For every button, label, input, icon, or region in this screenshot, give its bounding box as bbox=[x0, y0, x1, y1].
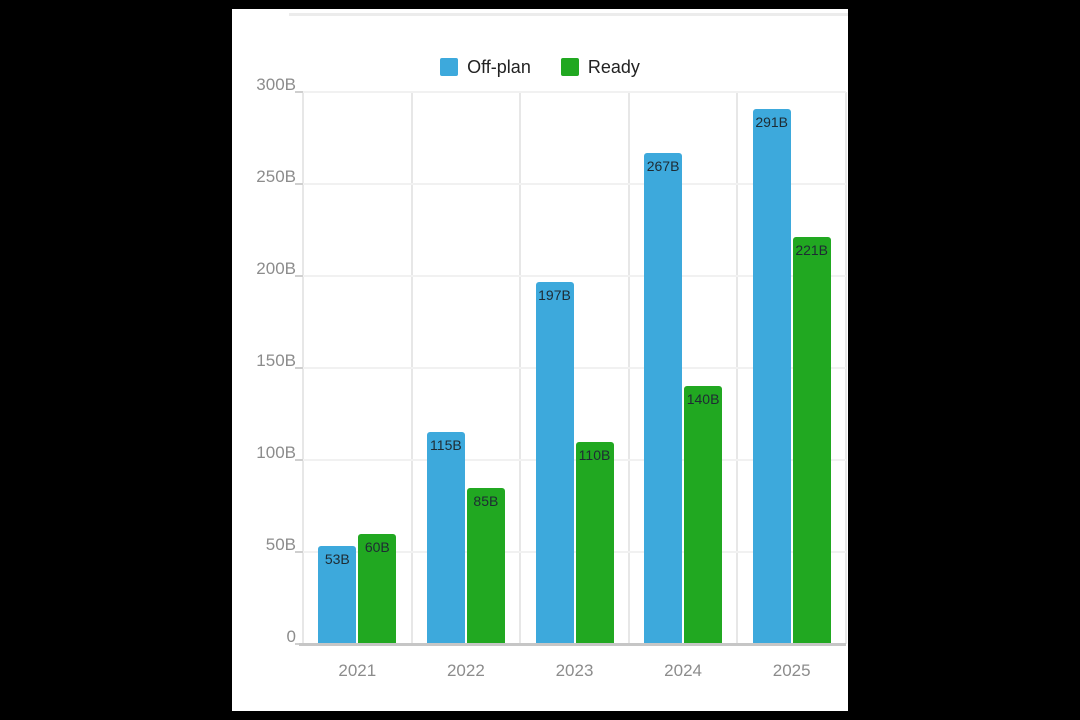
vertical-gridline bbox=[845, 92, 847, 644]
bar-value-label: 197B bbox=[538, 286, 571, 303]
y-axis-tick-label: 100B bbox=[256, 443, 296, 462]
x-axis-tick-label: 2024 bbox=[664, 661, 702, 680]
y-axis-tick-label: 200B bbox=[256, 259, 296, 278]
bar-ready-2021 bbox=[358, 533, 397, 644]
x-axis-tick-label: 2022 bbox=[446, 661, 485, 680]
bar-offplan-2024 bbox=[644, 152, 683, 644]
plot-area: 53B 60B 115B 85B 197B 110B 267B 140B 291B 221B bbox=[299, 91, 847, 646]
horizontal-gridline bbox=[303, 367, 846, 369]
bar-ready-2025 bbox=[792, 237, 831, 644]
bar-value-label: 140B bbox=[686, 391, 720, 408]
bar-value-label: 267B bbox=[646, 157, 680, 174]
legend-item-ready[interactable]: Ready bbox=[560, 57, 640, 77]
legend-swatch-ready-icon bbox=[560, 58, 579, 76]
horizontal-gridline bbox=[303, 275, 846, 277]
y-axis-tick-label: 300B bbox=[256, 75, 296, 94]
top-divider bbox=[289, 13, 848, 16]
y-axis-tick-label: 0 bbox=[286, 627, 296, 646]
bar-offplan-2025 bbox=[752, 108, 791, 644]
bar-ready-2024 bbox=[684, 386, 723, 644]
bar-value-label: 110B bbox=[578, 446, 611, 463]
chart-card: Off-plan Ready 53B 60B 115B 85B 197B 110B 267B… bbox=[232, 9, 848, 711]
bar-value-label: 60B bbox=[364, 538, 390, 555]
bar-value-label: 115B bbox=[430, 437, 462, 454]
y-axis-tick-label: 150B bbox=[256, 351, 296, 370]
bar-ready-2022 bbox=[466, 487, 505, 644]
horizontal-gridline bbox=[303, 459, 846, 461]
y-axis-tick-label: 50B bbox=[265, 535, 296, 554]
bar-value-label: 85B bbox=[473, 492, 499, 509]
bar-value-label: 53B bbox=[324, 551, 350, 568]
bar-ready-2023 bbox=[575, 441, 614, 644]
legend-label-offplan: Off-plan bbox=[467, 57, 531, 77]
bar-offplan-2023 bbox=[535, 281, 574, 644]
legend-swatch-offplan-icon bbox=[440, 58, 459, 76]
bar-offplan-2022 bbox=[426, 432, 465, 644]
horizontal-gridline bbox=[303, 551, 846, 553]
x-axis-tick-label: 2023 bbox=[555, 661, 594, 680]
legend-item-offplan[interactable]: Off-plan bbox=[440, 57, 531, 77]
bar-offplan-2021 bbox=[318, 546, 357, 644]
legend-label-ready: Ready bbox=[587, 57, 640, 77]
legend: Off-plan Ready bbox=[232, 57, 848, 77]
bar-value-label: 221B bbox=[795, 242, 829, 259]
horizontal-gridline bbox=[303, 91, 846, 93]
bar-value-label: 291B bbox=[755, 113, 789, 130]
x-axis-tick-label: 2021 bbox=[338, 661, 377, 680]
y-axis-tick-label: 250B bbox=[256, 167, 296, 186]
horizontal-gridline bbox=[303, 183, 846, 185]
x-axis-line bbox=[299, 643, 846, 646]
x-axis-tick-label: 2025 bbox=[772, 661, 811, 680]
